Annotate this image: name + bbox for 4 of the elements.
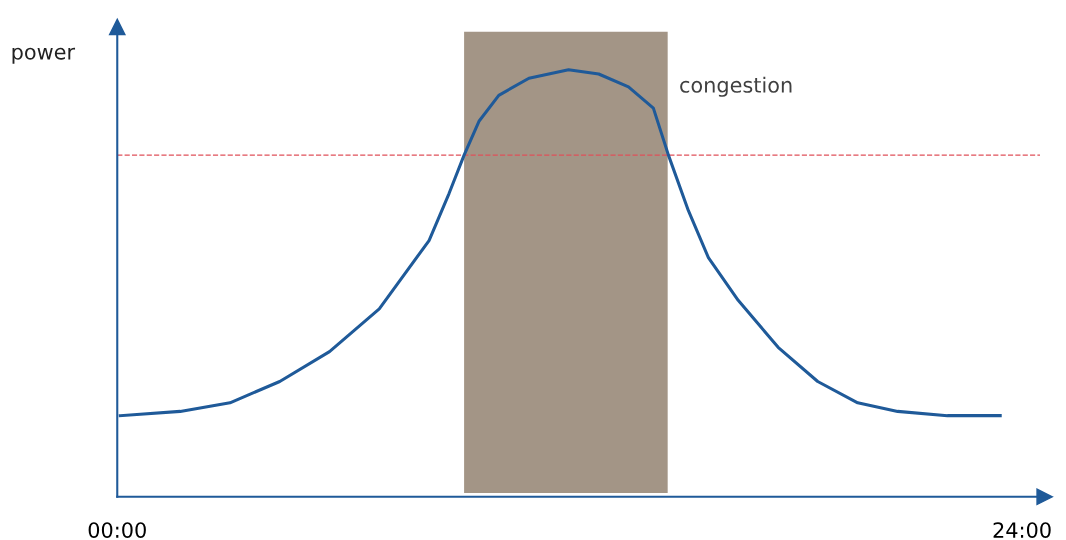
x-tick-label: 24:00 <box>993 522 1051 538</box>
band-label: congestion <box>680 76 792 97</box>
x-tick-label: 00:00 <box>88 522 146 538</box>
y-axis-title: power <box>12 47 76 64</box>
